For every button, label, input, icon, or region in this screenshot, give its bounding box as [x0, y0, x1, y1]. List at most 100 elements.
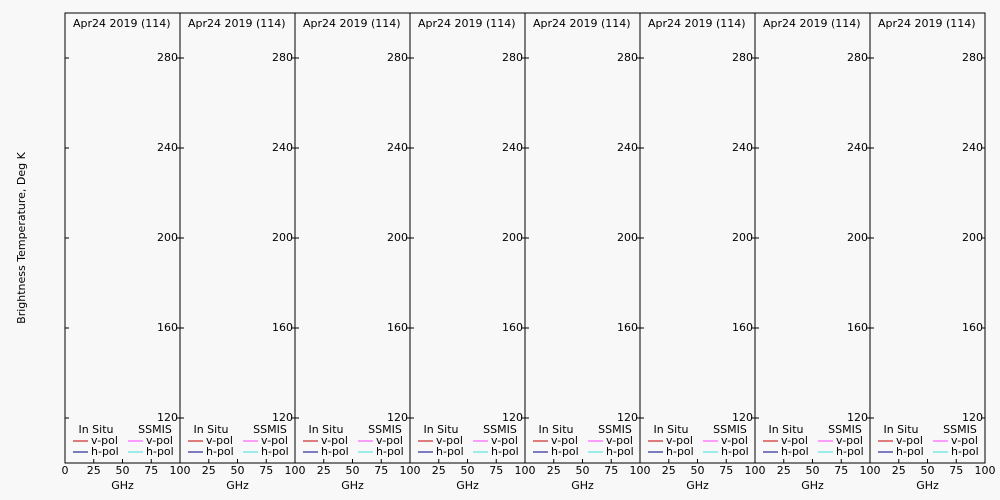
y-tick-label: 200: [502, 231, 523, 244]
x-tick-label: 50: [806, 464, 820, 477]
x-tick-label: 50: [231, 464, 245, 477]
legend-label: h-pol: [896, 445, 924, 458]
x-tick-label: 75: [604, 464, 618, 477]
y-tick-label: 280: [157, 51, 178, 64]
x-tick-label: 25: [777, 464, 791, 477]
legend-label: v-pol: [781, 434, 808, 447]
y-tick-label: 160: [847, 321, 868, 334]
legend-label: h-pol: [551, 445, 579, 458]
legend-label: h-pol: [91, 445, 119, 458]
legend-label: v-pol: [206, 434, 233, 447]
x-axis-label: GHz: [456, 479, 479, 492]
x-tick-label: 75: [374, 464, 388, 477]
x-tick-label: 100: [170, 464, 191, 477]
legend-group: In Situ: [883, 423, 918, 436]
x-tick-label: 25: [87, 464, 101, 477]
legend-group: In Situ: [78, 423, 113, 436]
legend-label: v-pol: [91, 434, 118, 447]
x-axis-label: GHz: [341, 479, 364, 492]
legend-group: SSMIS: [828, 423, 862, 436]
y-tick-label: 280: [962, 51, 983, 64]
x-tick-label: 75: [834, 464, 848, 477]
y-tick-label: 120: [847, 411, 868, 424]
y-tick-label: 280: [617, 51, 638, 64]
legend-label: h-pol: [146, 445, 174, 458]
legend-group: SSMIS: [943, 423, 977, 436]
x-tick-label: 0: [62, 464, 69, 477]
x-tick-label: 25: [432, 464, 446, 477]
legend-label: h-pol: [206, 445, 234, 458]
x-tick-label: 100: [975, 464, 996, 477]
x-tick-label: 100: [745, 464, 766, 477]
x-tick-label: 50: [576, 464, 590, 477]
legend-label: v-pol: [146, 434, 173, 447]
legend-label: v-pol: [896, 434, 923, 447]
y-tick-label: 120: [617, 411, 638, 424]
x-tick-label: 25: [662, 464, 676, 477]
y-tick-label: 280: [502, 51, 523, 64]
y-tick-label: 240: [157, 141, 178, 154]
y-tick-label: 160: [272, 321, 293, 334]
y-tick-label: 240: [962, 141, 983, 154]
legend-group: SSMIS: [253, 423, 287, 436]
legend-label: v-pol: [321, 434, 348, 447]
legend-group: In Situ: [423, 423, 458, 436]
legend-label: h-pol: [781, 445, 809, 458]
y-tick-label: 160: [502, 321, 523, 334]
panel-title: Apr24 2019 (114): [303, 17, 401, 30]
y-tick-label: 280: [732, 51, 753, 64]
legend-label: h-pol: [436, 445, 464, 458]
y-tick-label: 120: [387, 411, 408, 424]
panel-title: Apr24 2019 (114): [418, 17, 516, 30]
x-tick-label: 50: [116, 464, 130, 477]
legend-label: h-pol: [606, 445, 634, 458]
legend-group: In Situ: [193, 423, 228, 436]
y-tick-label: 200: [732, 231, 753, 244]
legend-group: SSMIS: [713, 423, 747, 436]
y-tick-label: 200: [272, 231, 293, 244]
x-tick-label: 100: [285, 464, 306, 477]
legend-label: v-pol: [606, 434, 633, 447]
y-tick-label: 120: [732, 411, 753, 424]
legend-group: SSMIS: [598, 423, 632, 436]
panel-title: Apr24 2019 (114): [73, 17, 171, 30]
y-tick-label: 240: [502, 141, 523, 154]
y-tick-label: 240: [732, 141, 753, 154]
legend-label: h-pol: [491, 445, 519, 458]
x-axis-label: GHz: [916, 479, 939, 492]
x-tick-label: 50: [346, 464, 360, 477]
legend-label: h-pol: [951, 445, 979, 458]
x-tick-label: 50: [921, 464, 935, 477]
y-tick-label: 120: [962, 411, 983, 424]
legend-label: v-pol: [551, 434, 578, 447]
y-tick-label: 200: [847, 231, 868, 244]
x-axis-label: GHz: [801, 479, 824, 492]
y-tick-label: 240: [847, 141, 868, 154]
x-tick-label: 25: [202, 464, 216, 477]
y-tick-label: 280: [847, 51, 868, 64]
y-tick-label: 200: [962, 231, 983, 244]
legend-label: h-pol: [836, 445, 864, 458]
panel-title: Apr24 2019 (114): [763, 17, 861, 30]
legend-group: SSMIS: [138, 423, 172, 436]
y-tick-label: 240: [272, 141, 293, 154]
panel-title: Apr24 2019 (114): [878, 17, 976, 30]
x-tick-label: 50: [691, 464, 705, 477]
legend-label: v-pol: [666, 434, 693, 447]
x-tick-label: 75: [949, 464, 963, 477]
x-tick-label: 25: [892, 464, 906, 477]
y-axis-label: Brightness Temperature, Deg K: [15, 151, 28, 323]
panel-title: Apr24 2019 (114): [188, 17, 286, 30]
legend-label: v-pol: [836, 434, 863, 447]
legend-group: In Situ: [653, 423, 688, 436]
legend-label: v-pol: [436, 434, 463, 447]
x-tick-label: 100: [860, 464, 881, 477]
legend-group: In Situ: [308, 423, 343, 436]
y-tick-label: 120: [502, 411, 523, 424]
y-tick-label: 120: [272, 411, 293, 424]
legend-label: v-pol: [261, 434, 288, 447]
x-axis-label: GHz: [111, 479, 134, 492]
x-axis-label: GHz: [686, 479, 709, 492]
y-tick-label: 240: [617, 141, 638, 154]
legend-label: h-pol: [261, 445, 289, 458]
